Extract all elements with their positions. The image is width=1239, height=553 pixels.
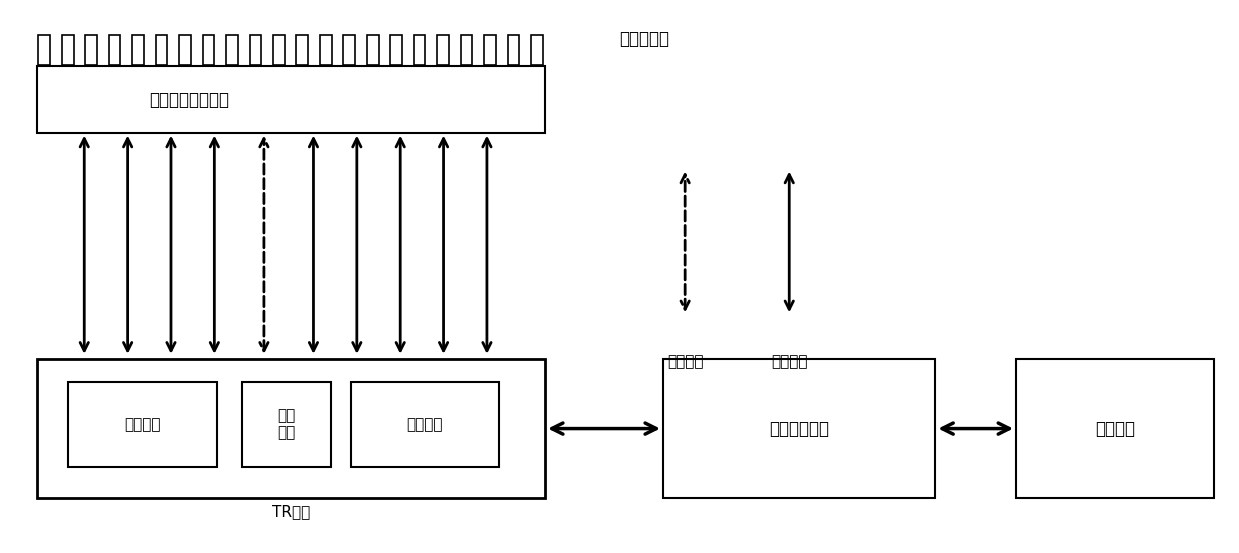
Bar xyxy=(68,382,217,467)
Bar xyxy=(367,35,378,65)
Bar xyxy=(133,35,144,65)
Bar xyxy=(273,35,285,65)
Bar xyxy=(37,66,545,133)
Bar xyxy=(249,35,261,65)
Bar xyxy=(225,35,238,65)
Text: 监控终端: 监控终端 xyxy=(1095,420,1135,437)
Bar xyxy=(109,35,120,65)
Bar xyxy=(62,35,73,65)
Text: 校准通道: 校准通道 xyxy=(667,354,704,369)
Bar xyxy=(156,35,167,65)
Bar xyxy=(85,35,97,65)
Bar xyxy=(296,35,309,65)
Bar xyxy=(38,35,50,65)
Text: 数据处理组件: 数据处理组件 xyxy=(769,420,829,437)
Text: 收发组件: 收发组件 xyxy=(124,417,161,432)
Bar xyxy=(663,359,935,498)
Bar xyxy=(484,35,496,65)
Text: 数字阵天线: 数字阵天线 xyxy=(620,30,669,48)
Bar xyxy=(1016,359,1214,498)
Bar xyxy=(320,35,332,65)
Text: 校准
组件: 校准 组件 xyxy=(278,408,295,441)
Bar xyxy=(414,35,425,65)
Text: 耦合校准馈电网络: 耦合校准馈电网络 xyxy=(150,91,229,108)
Bar xyxy=(343,35,356,65)
Bar xyxy=(203,35,214,65)
Text: 收发组件: 收发组件 xyxy=(406,417,444,432)
Bar xyxy=(532,35,543,65)
Text: TR组件: TR组件 xyxy=(273,504,310,519)
Bar xyxy=(180,35,191,65)
Bar xyxy=(242,382,331,467)
Bar xyxy=(390,35,401,65)
Bar xyxy=(508,35,519,65)
Bar xyxy=(437,35,449,65)
Bar xyxy=(461,35,472,65)
Bar xyxy=(351,382,499,467)
Bar xyxy=(37,359,545,498)
Text: 常规通道: 常规通道 xyxy=(771,354,808,369)
